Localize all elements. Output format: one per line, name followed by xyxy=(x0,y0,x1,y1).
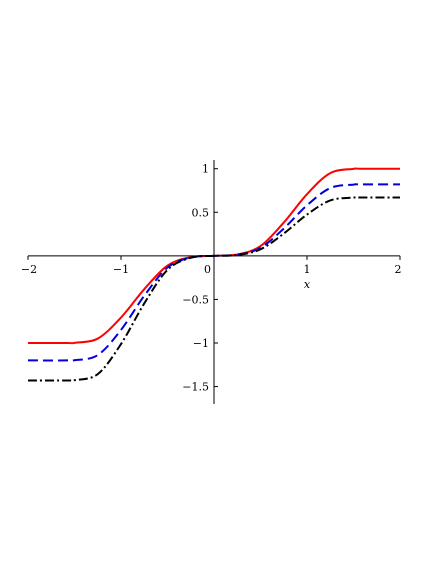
y-tick-label: −1.5 xyxy=(182,381,209,394)
y-tick-label: −1 xyxy=(193,337,209,350)
ticks-group: −2 −1 0 1 2 −1.5 −1 −0.5 0.5 1 xyxy=(21,163,402,394)
x-tick-label: −1 xyxy=(113,263,129,276)
x-tick-label: 2 xyxy=(395,263,402,276)
y-tick-label: 0.5 xyxy=(192,206,210,219)
y-tick-label: 1 xyxy=(202,163,209,176)
axes-group xyxy=(28,160,400,404)
x-tick-label: 0 xyxy=(204,263,211,276)
x-tick-label: −2 xyxy=(21,263,37,276)
x-axis-label: x xyxy=(304,278,311,291)
y-tick-label: −0.5 xyxy=(182,293,209,306)
x-tick-label: 1 xyxy=(304,263,311,276)
